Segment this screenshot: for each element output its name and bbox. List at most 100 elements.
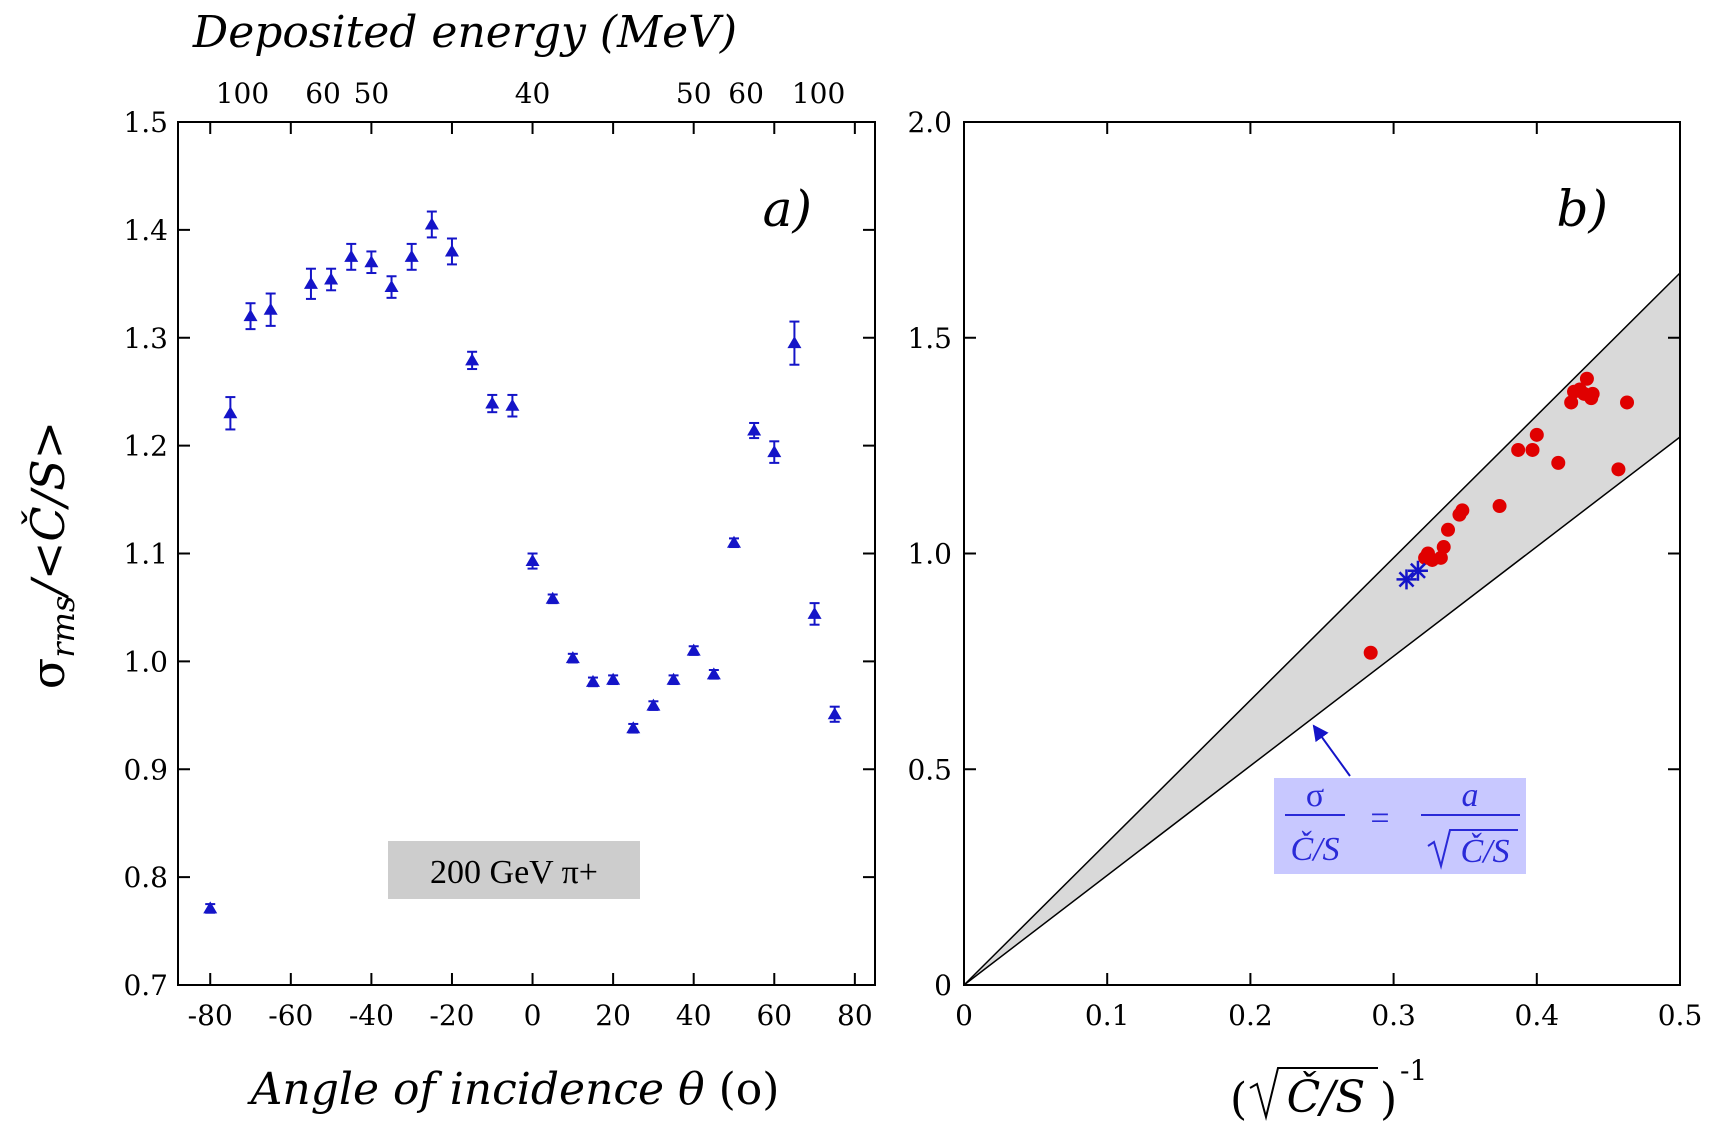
triangle-marker [505,398,520,411]
data-point-a [525,552,540,570]
data-point-a [203,901,218,914]
xlabel-b-radicand: Č/S [1287,1070,1366,1123]
svg-text:σrms/<Č/S>: σrms/<Č/S> [20,421,82,689]
triangle-marker [384,280,399,293]
triangle-marker [545,591,560,604]
y-tick-label-a: 0.7 [123,969,168,1002]
data-point-a [384,275,399,299]
xlabel-unit: (o) [719,1064,780,1115]
formula-rhs-num: a [1462,777,1479,814]
x-tick-label-b: 0 [955,999,973,1032]
triangle-marker [767,445,782,458]
data-point-a [726,535,741,549]
top-tick-label: 60 [305,77,341,110]
data-point-a [606,672,621,686]
data-point-a [505,393,520,418]
data-point-a [465,350,480,371]
band-upper-line [963,272,1681,986]
star-stroke [1409,562,1426,579]
panel-b: 0 0.1 0.2 0.3 0.4 0.5 0 0.5 1.0 1.5 2.0 b) σ Č/S … [907,106,1702,1125]
red-data-point [1511,442,1526,457]
triangle-marker [344,249,359,262]
y-tick-label-a: 0.8 [123,861,168,894]
data-point-a [787,320,802,366]
data-point-a [243,302,258,331]
data-point-a [324,267,339,292]
y-axis-ticks-a: 0.7 0.8 0.9 1.0 1.1 1.2 1.3 1.4 1.5 [123,106,875,1002]
data-point-a [666,672,681,686]
red-data-point [1455,503,1470,518]
y-tick-label-a: 0.9 [123,753,168,786]
xlabel-b-open: ( [1230,1074,1247,1125]
triangle-marker [525,554,540,567]
red-data-point [1433,550,1448,565]
triangle-marker [827,707,842,720]
x-axis-ticks-a: -80 -60 -40 -20 0 20 40 60 80 [188,122,873,1032]
red-data-point [1620,395,1635,410]
panel-label-a: a) [763,180,812,238]
y-tick-label-a: 1.3 [123,322,168,355]
legend-box-bg [388,841,640,899]
red-data-point [1611,462,1626,477]
triangle-marker [747,423,762,436]
data-point-a [444,237,459,266]
data-points-a [203,210,842,914]
top-axis-ticks: 100 60 50 40 50 60 100 [216,77,846,110]
data-points-b [1363,371,1635,660]
top-tick-label: 60 [728,77,764,110]
ylabel-rest: /<Č/S> [20,421,75,600]
svg-text:): ) [1380,1074,1397,1125]
formula-sqrt-sign [1427,829,1518,870]
top-axis-title: Deposited energy (MeV) [192,7,737,58]
triangle-marker [404,249,419,262]
triangle-marker [686,643,701,656]
y-tick-label-a: 1.5 [123,106,168,139]
red-data-point [1579,371,1594,386]
triangle-marker [324,272,339,285]
formula-equals: = [1370,800,1389,837]
blue-star-point [1407,560,1428,581]
triangle-marker [203,901,218,914]
y-tick-label-a: 1.2 [123,430,168,463]
x-axis-label-a: Angle of incidence θ (o) [247,1064,780,1115]
legend-box-text: 200 GeV π+ [430,854,598,891]
x-tick-label-b: 0.2 [1228,999,1273,1032]
xlabel-b-close: ) [1380,1074,1397,1125]
data-point-a [404,242,419,271]
data-point-a [303,267,318,300]
red-data-point [1585,386,1600,401]
formula-lhs-den: Č/S [1290,830,1339,868]
xlabel-main: Angle of incidence θ [247,1064,705,1115]
band-lower-line [963,436,1681,986]
data-point-a [767,440,782,464]
formula-annotation: σ Č/S = a Č/S [1274,724,1526,874]
red-data-point [1564,395,1579,410]
x-axis-ticks-b: 0 0.1 0.2 0.3 0.4 0.5 [955,122,1702,1032]
red-data-point [1525,442,1540,457]
top-tick-label: 50 [676,77,712,110]
data-point-a [807,602,822,626]
data-point-a [646,698,661,711]
x-tick-label-b: 0.5 [1658,999,1703,1032]
data-point-a [364,250,379,275]
x-tick-label-a: 40 [676,999,712,1032]
data-point-a [223,396,238,431]
triangle-marker [424,217,439,230]
red-data-point [1363,645,1378,660]
formula-box [1274,778,1526,874]
data-point-a [485,393,500,414]
blue-star-point [1396,569,1417,590]
panel-a: Deposited energy (MeV) 100 60 50 40 50 60 100 … [20,7,876,1115]
red-data-point [1441,522,1456,537]
x-tick-label-a: -20 [429,999,474,1032]
triangle-marker [465,353,480,366]
triangle-marker [223,406,238,419]
y-tick-label-b: 0 [934,969,952,1002]
x-tick-label-b: 0.4 [1515,999,1560,1032]
x-tick-label-a: 20 [595,999,631,1032]
data-point-a [263,292,278,327]
red-data-point [1529,427,1544,442]
y-tick-label-b: 1.5 [907,322,952,355]
data-point-a [344,242,359,271]
data-point-a [686,643,701,656]
